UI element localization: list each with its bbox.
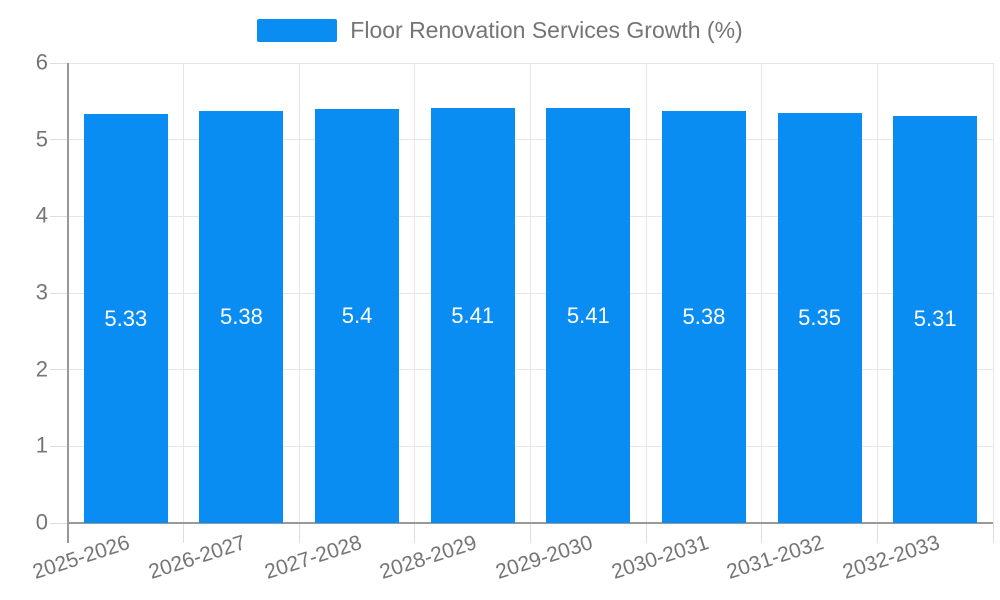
bar-value-label: 5.35: [798, 304, 841, 330]
x-axis-category-label: 2028-2029: [377, 531, 480, 584]
legend-swatch[interactable]: [257, 18, 338, 42]
y-axis-tick-label: 5: [35, 126, 48, 152]
gridline-vertical: [645, 63, 647, 523]
bar: [199, 110, 284, 523]
y-axis-tick: [50, 215, 68, 217]
gridline-vertical: [992, 63, 994, 523]
y-axis-tick-label: 0: [35, 509, 48, 535]
gridline-vertical: [530, 63, 531, 523]
x-axis-category-label: 2030-2031: [608, 531, 712, 584]
x-axis-tick: [530, 523, 531, 543]
x-axis-category-label: 2027-2028: [261, 531, 365, 584]
bar: [777, 112, 862, 523]
y-axis-tick: [50, 292, 68, 294]
bar-value-label: 5.4: [341, 303, 373, 328]
y-axis-tick-label: 4: [35, 202, 48, 228]
legend[interactable]: Floor Renovation Services Growth (%): [0, 16, 1000, 44]
bar-value-label: 5.41: [451, 302, 495, 328]
bar: [546, 108, 631, 523]
x-axis-tick: [761, 523, 763, 543]
bar-value-label: 5.31: [913, 306, 957, 332]
y-axis-tick-label: 1: [35, 432, 48, 458]
gridline-vertical: [298, 63, 300, 523]
y-axis-tick: [50, 62, 68, 64]
y-axis-tick-label: 2: [35, 356, 48, 382]
x-axis-category-label: 2026-2027: [145, 531, 249, 584]
y-axis-tick-label: 3: [35, 279, 48, 305]
bar-value-label: 5.38: [682, 303, 726, 329]
bar-value-label: 5.33: [104, 305, 148, 331]
y-axis-tick-label: 6: [35, 49, 48, 75]
y-axis-tick: [50, 369, 68, 371]
x-axis-tick: [298, 523, 300, 543]
x-axis-category-label: 2029-2030: [492, 531, 596, 584]
gridline-vertical: [876, 63, 878, 523]
x-axis-category-label: 2032-2033: [839, 531, 943, 584]
bar-value-label: 5.38: [220, 303, 263, 329]
y-axis-line: [67, 63, 69, 543]
x-axis-tick: [645, 523, 647, 543]
gridline-vertical: [183, 63, 185, 523]
y-axis-tick: [50, 139, 68, 141]
bar: [83, 114, 168, 523]
bar: [893, 115, 978, 523]
gridline-vertical: [414, 63, 416, 523]
x-axis-category-label: 2025-2026: [30, 531, 133, 584]
legend-label[interactable]: Floor Renovation Services Growth (%): [350, 17, 743, 43]
bar: [430, 108, 515, 523]
x-axis-tick: [876, 523, 878, 543]
bar: [661, 110, 746, 523]
x-axis-tick: [414, 523, 416, 543]
x-axis-tick: [183, 523, 185, 543]
y-axis-tick: [50, 445, 68, 447]
bar: [315, 109, 400, 523]
x-axis-category-label: 2031-2032: [724, 531, 827, 584]
x-axis-line: [68, 522, 993, 524]
gridline-vertical: [761, 63, 763, 523]
y-axis-tick: [50, 522, 68, 524]
bar-value-label: 5.41: [566, 302, 610, 328]
x-axis-tick: [992, 523, 994, 543]
